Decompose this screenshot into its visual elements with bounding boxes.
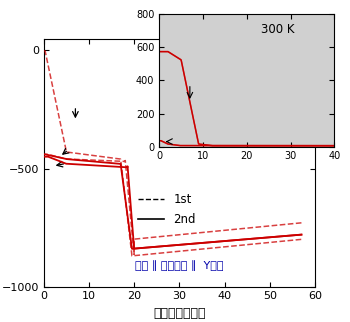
- Text: 300 K: 300 K: [261, 23, 294, 36]
- X-axis label: 磁場（テスラ）: 磁場（テスラ）: [153, 307, 206, 320]
- Legend: 1st, 2nd: 1st, 2nd: [133, 188, 201, 231]
- Text: 磁場 ∥ 電気分極 ∥  Y方向: 磁場 ∥ 電気分極 ∥ Y方向: [135, 260, 224, 271]
